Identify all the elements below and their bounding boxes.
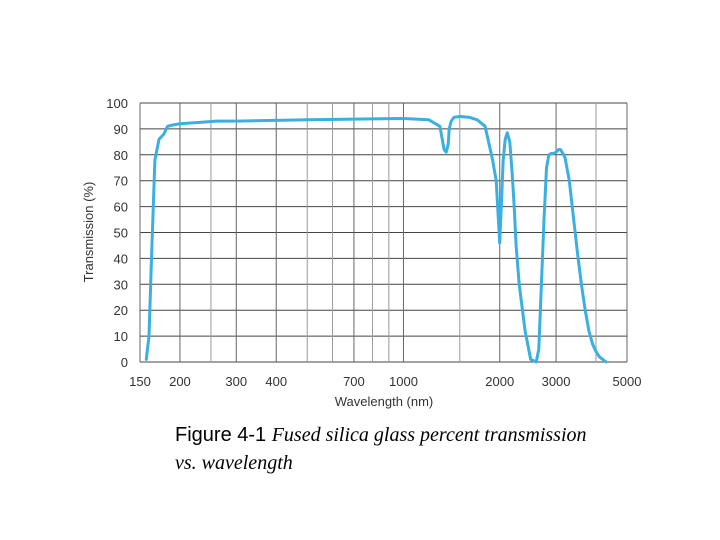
x-tick-label: 700 bbox=[343, 374, 365, 389]
y-tick-label: 90 bbox=[114, 122, 128, 137]
figure-caption-label: Figure 4-1 bbox=[175, 424, 267, 446]
y-tick-label: 80 bbox=[114, 148, 128, 163]
y-tick-label: 30 bbox=[114, 277, 128, 292]
x-tick-label: 400 bbox=[265, 374, 287, 389]
x-tick-labels: 150 200 300 400 700 1000 2000 3000 5000 bbox=[129, 374, 641, 389]
y-tick-label: 70 bbox=[114, 174, 128, 189]
x-tick-label: 300 bbox=[225, 374, 247, 389]
x-tick-label: 150 bbox=[129, 374, 151, 389]
y-tick-labels: 0 10 20 30 40 50 60 70 80 90 100 bbox=[106, 96, 128, 370]
grid-lines bbox=[139, 102, 628, 363]
y-axis-title: Transmission (%) bbox=[81, 182, 96, 283]
figure-caption-text: Fused silica glass percent transmission … bbox=[175, 424, 587, 474]
y-tick-label: 60 bbox=[114, 200, 128, 215]
y-tick-label: 50 bbox=[114, 226, 128, 241]
transmission-line bbox=[144, 115, 608, 364]
y-tick-label: 20 bbox=[114, 303, 128, 318]
y-tick-label: 0 bbox=[121, 355, 128, 370]
y-tick-label: 40 bbox=[114, 251, 128, 266]
series-layer bbox=[144, 115, 608, 364]
x-axis-title: Wavelength (nm) bbox=[335, 394, 434, 409]
figure-caption: Figure 4-1 Fused silica glass percent tr… bbox=[175, 421, 595, 477]
y-tick-label: 100 bbox=[106, 96, 128, 111]
x-tick-label: 5000 bbox=[613, 374, 642, 389]
x-tick-label: 2000 bbox=[485, 374, 514, 389]
x-tick-label: 200 bbox=[169, 374, 191, 389]
y-tick-label: 10 bbox=[114, 329, 128, 344]
transmission-chart: 150 200 300 400 700 1000 2000 3000 5000 0 10 20 30 4… bbox=[81, 96, 641, 409]
x-tick-label: 1000 bbox=[389, 374, 418, 389]
x-tick-label: 3000 bbox=[542, 374, 571, 389]
